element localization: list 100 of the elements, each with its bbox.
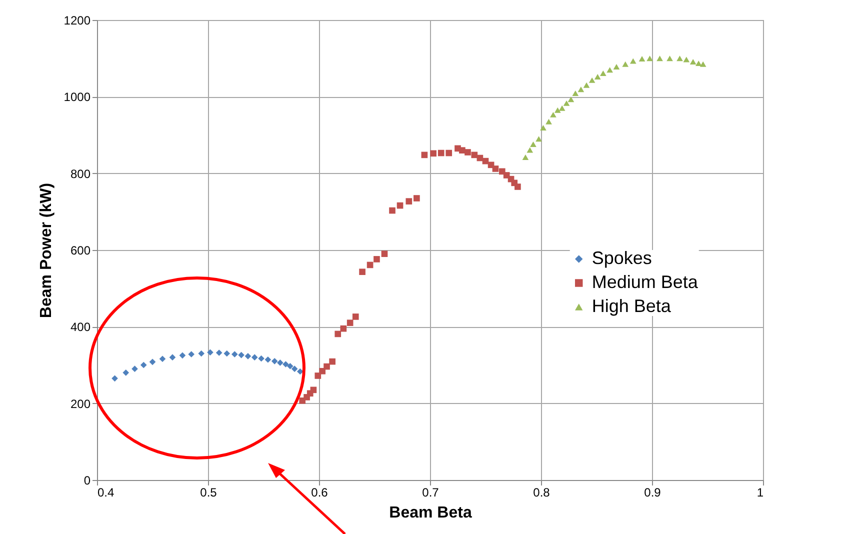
point — [374, 256, 380, 262]
point — [522, 154, 529, 160]
point — [700, 61, 706, 67]
point — [563, 100, 570, 106]
y-tick-label: 1000 — [64, 90, 91, 104]
y-tick-label: 200 — [70, 396, 91, 411]
point — [389, 207, 396, 214]
point — [319, 368, 326, 374]
point — [198, 350, 204, 357]
point — [238, 352, 244, 358]
point — [340, 325, 347, 332]
point — [471, 152, 478, 158]
point — [526, 147, 534, 153]
x-tick-label: 0.7 — [422, 486, 440, 500]
y-tick-label: 0 — [84, 474, 91, 488]
point — [583, 82, 590, 88]
point — [578, 86, 584, 92]
point — [381, 250, 388, 257]
point — [695, 60, 702, 66]
point — [216, 350, 222, 356]
point — [638, 56, 646, 62]
point — [446, 150, 452, 156]
point — [334, 330, 342, 338]
point — [282, 361, 289, 368]
point — [622, 61, 629, 67]
point — [188, 351, 195, 358]
legend-label: Medium Beta — [592, 272, 699, 292]
point — [514, 184, 521, 190]
point — [606, 67, 613, 73]
point — [690, 59, 696, 65]
point — [149, 358, 156, 366]
y-tick-label: 600 — [70, 244, 91, 258]
point — [540, 124, 546, 130]
point — [438, 150, 444, 156]
point — [464, 149, 471, 156]
x-axis-title: Beam Beta — [389, 504, 472, 522]
point — [421, 152, 428, 158]
point — [244, 353, 252, 360]
point — [414, 195, 420, 202]
point — [207, 349, 214, 356]
point — [594, 74, 601, 80]
point — [324, 363, 330, 370]
point — [179, 352, 186, 359]
point — [258, 355, 264, 362]
point — [536, 136, 542, 142]
point — [492, 166, 499, 172]
point — [310, 386, 317, 394]
point — [613, 64, 620, 70]
point — [224, 350, 230, 357]
point — [291, 366, 298, 372]
point — [159, 356, 166, 362]
point — [568, 96, 574, 102]
point — [683, 56, 690, 62]
point — [588, 77, 596, 83]
y-tick-label: 1200 — [64, 14, 91, 28]
point — [296, 368, 304, 375]
point — [140, 362, 147, 368]
y-tick-label: 800 — [70, 166, 91, 181]
point — [271, 358, 278, 364]
point — [630, 58, 636, 64]
point — [396, 202, 404, 209]
x-tick-label: 0.8 — [533, 486, 550, 500]
point — [546, 118, 552, 124]
point — [359, 268, 366, 276]
x-tick-label: 0.9 — [644, 486, 662, 500]
y-axis-title: Beam Power (kW) — [38, 182, 55, 318]
point — [314, 372, 322, 379]
point — [329, 358, 336, 365]
point — [558, 105, 566, 111]
x-tick-label: 0.4 — [98, 486, 115, 500]
point — [656, 56, 663, 62]
x-tick-label: 0.5 — [200, 486, 218, 500]
x-tick-label: 0.6 — [311, 486, 328, 500]
point — [352, 314, 359, 320]
point — [264, 356, 272, 363]
point — [550, 112, 556, 118]
point — [572, 90, 579, 96]
point — [430, 150, 436, 157]
point — [132, 366, 138, 372]
point — [276, 360, 284, 366]
point — [346, 320, 354, 326]
point — [530, 141, 536, 147]
point — [169, 354, 176, 360]
point — [231, 351, 238, 358]
point — [251, 354, 258, 360]
point — [366, 262, 374, 268]
point — [676, 56, 683, 62]
point — [286, 362, 294, 370]
point — [122, 370, 130, 376]
point — [600, 70, 606, 76]
point — [406, 198, 412, 204]
legend-label: High Beta — [592, 296, 672, 316]
x-tick-label: 1 — [756, 486, 764, 500]
point — [666, 56, 673, 62]
point — [459, 147, 466, 154]
point — [646, 56, 653, 62]
point — [112, 375, 118, 382]
y-tick-label: 400 — [70, 320, 91, 334]
legend-label: Spokes — [592, 248, 652, 268]
point — [554, 107, 561, 113]
